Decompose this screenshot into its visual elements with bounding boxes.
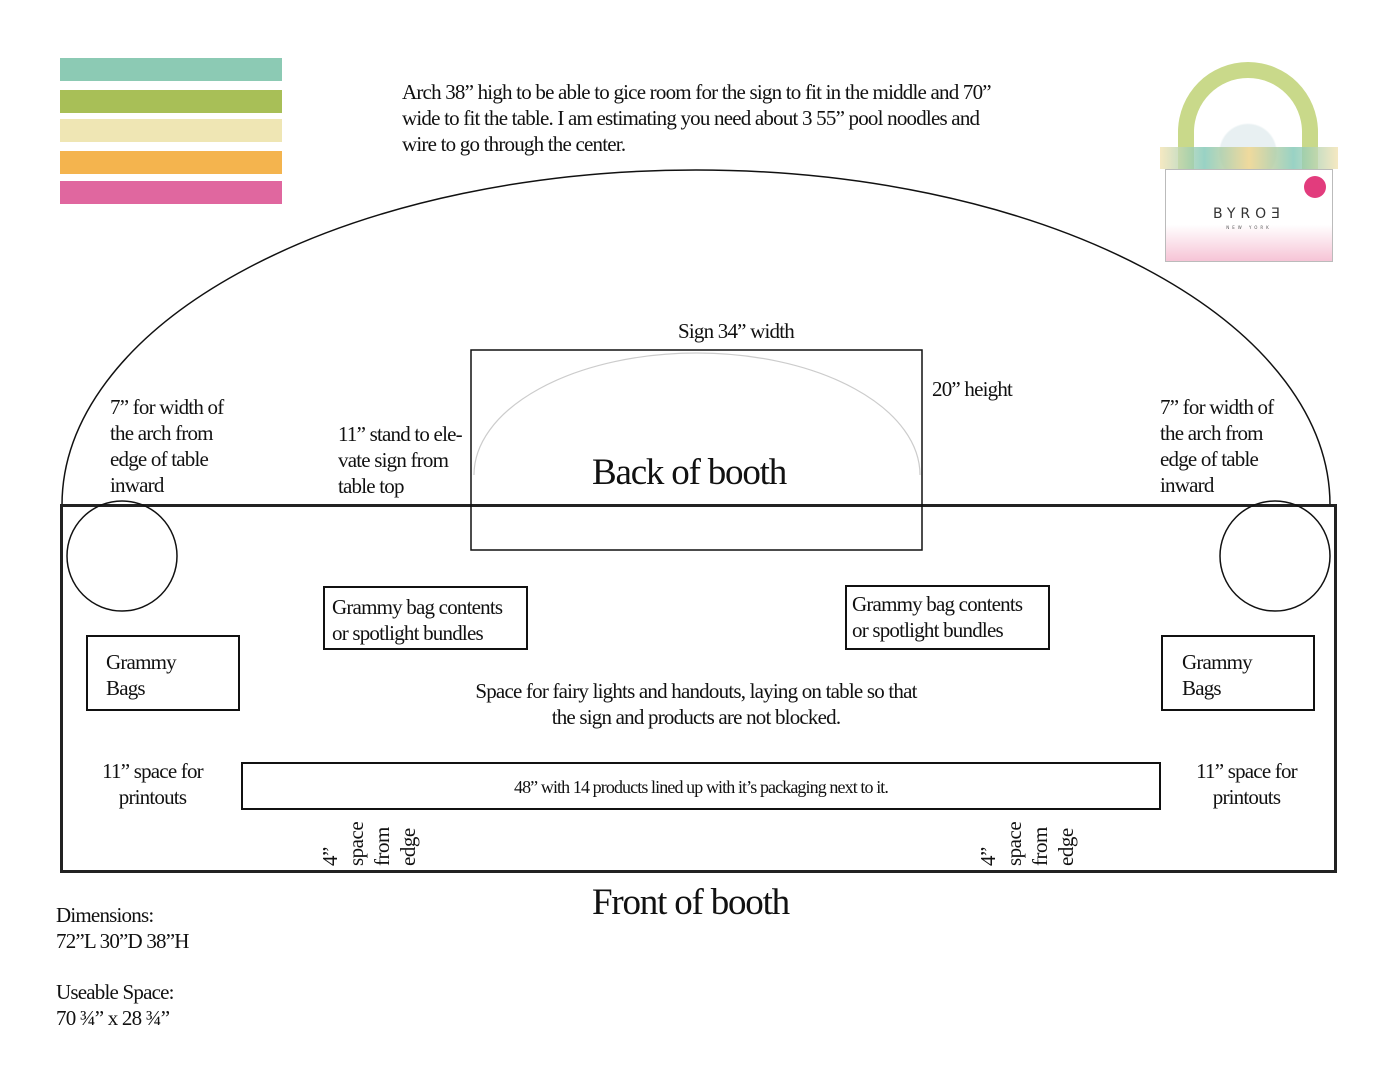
swatch-pink xyxy=(60,181,282,204)
arch-base-right xyxy=(1219,500,1331,612)
grammy-bags-right-box: Grammy Bags xyxy=(1161,635,1315,711)
edge-space-left: 4” xyxy=(317,847,343,866)
products-box: 48” with 14 products lined up with it’s … xyxy=(241,762,1161,810)
swatch-teal xyxy=(60,58,282,81)
sign-height-label: 20” height xyxy=(932,377,1013,401)
edge-line: from xyxy=(370,827,394,866)
sign-box xyxy=(470,349,923,551)
printouts-left: 11” space for printouts xyxy=(102,759,204,809)
swatch-cream xyxy=(60,119,282,142)
logo-table: BYROƎ NEW YORK xyxy=(1165,169,1333,262)
edge-line: edge xyxy=(396,828,420,866)
grammy-contents-left-box: Grammy bag contents or spotlight bundles xyxy=(323,586,528,650)
stand-label: 11” stand to ele- vate sign from table t… xyxy=(338,422,463,498)
arch-width-left: 7” for width of the arch from edge of ta… xyxy=(110,395,224,497)
arch-base-left xyxy=(66,500,178,612)
back-of-booth-label: Back of booth xyxy=(592,452,787,493)
edge-line: edge xyxy=(1054,828,1078,866)
badge xyxy=(1304,176,1326,198)
booth-logo-image: BYROƎ NEW YORK xyxy=(1160,62,1338,262)
edge-space-right-3: from xyxy=(1027,827,1053,866)
edge-space-left-4: edge xyxy=(395,828,421,866)
arch-outline xyxy=(61,169,1331,506)
arch-note: Arch 38” high to be able to gice room fo… xyxy=(402,80,992,156)
sign-inner-arch xyxy=(473,352,921,476)
useable-space-label: Useable Space: 70 ¾” x 28 ¾” xyxy=(56,980,174,1030)
edge-space-left-2: space xyxy=(343,822,369,866)
swatch-green xyxy=(60,90,282,113)
edge-line: 4” xyxy=(976,847,1000,866)
grammy-bags-left-box: Grammy Bags xyxy=(86,635,240,711)
logo-brand: BYROƎ xyxy=(1213,206,1285,222)
dimensions-label: Dimensions: 72”L 30”D 38”H xyxy=(56,903,189,953)
products-label: 48” with 14 products lined up with it’s … xyxy=(513,777,889,797)
product-row xyxy=(1160,147,1338,169)
grammy-contents-left: Grammy bag contents or spotlight bundles xyxy=(332,595,503,645)
front-of-booth-label: Front of booth xyxy=(592,882,790,923)
edge-space-left-3: from xyxy=(369,827,395,866)
grammy-contents-right-box: Grammy bag contents or spotlight bundles xyxy=(845,585,1050,650)
fairy-lights-label: Space for fairy lights and handouts, lay… xyxy=(475,679,917,729)
edge-line: from xyxy=(1028,827,1052,866)
edge-line: 4” xyxy=(318,847,342,866)
arch-width-right: 7” for width of the arch from edge of ta… xyxy=(1160,395,1274,497)
grammy-contents-right: Grammy bag contents or spotlight bundles xyxy=(852,592,1023,642)
edge-space-right-4: edge xyxy=(1053,828,1079,866)
edge-line: space xyxy=(344,821,368,866)
grammy-bags-left: Grammy Bags xyxy=(106,650,177,700)
edge-space-right-2: space xyxy=(1001,822,1027,866)
sign-width-label: Sign 34” width xyxy=(678,319,795,343)
grammy-bags-right: Grammy Bags xyxy=(1182,650,1253,700)
printouts-right: 11” space for printouts xyxy=(1196,759,1298,809)
swatch-orange xyxy=(60,151,282,174)
table-outline xyxy=(60,504,1337,873)
edge-space-right: 4” xyxy=(975,847,1001,866)
logo-sub: NEW YORK xyxy=(1226,225,1272,230)
edge-line: space xyxy=(1002,821,1026,866)
